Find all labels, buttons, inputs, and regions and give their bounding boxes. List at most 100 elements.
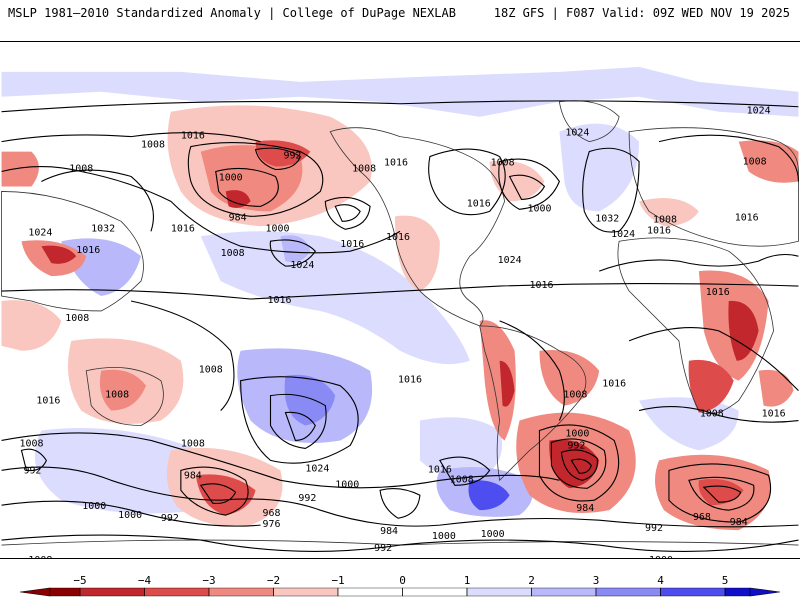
isobar-label: 1016 (171, 223, 195, 234)
colorbar-segment (79, 587, 145, 597)
colorbar-segment (466, 587, 532, 597)
isobar-label: 1008 (743, 157, 767, 168)
colorbar-tick-label: 3 (593, 574, 600, 587)
north-america-coast (329, 127, 506, 327)
neg-anomaly-n-atlantic (489, 160, 545, 202)
isobar-label: 1008 (69, 163, 93, 174)
isobar-label: 1000 (279, 558, 303, 559)
colorbar-segment (402, 587, 468, 597)
colorbar-tick-label: 1 (464, 574, 471, 587)
isobar-label: 992 (298, 493, 316, 504)
colorbar-high-arrow (749, 587, 781, 597)
isobar-label: 1008 (28, 555, 52, 559)
isobar-label: 992 (283, 151, 301, 162)
isobar-label: 1000 (481, 529, 505, 540)
isobar-label: 1000 (528, 203, 552, 214)
isobar-label: 1008 (221, 248, 245, 259)
neg-anomaly-australia-inner (99, 369, 146, 411)
isobar-label: 1016 (36, 396, 60, 407)
isobar-label: 1008 (199, 365, 223, 376)
isobar-label: 1008 (65, 313, 89, 324)
colorbar-segment (144, 587, 210, 597)
isobar-label: 992 (567, 440, 585, 451)
isobar-label: 992 (374, 543, 392, 554)
neg-anomaly-madagascar (758, 369, 794, 407)
colorbar-low-arrow (19, 587, 51, 597)
colorbar-tick-label: −4 (138, 574, 152, 587)
neg-anomaly-india (1, 300, 62, 351)
isobar-label: 1000 (649, 555, 673, 559)
neg-anomaly-bering-core (255, 140, 311, 167)
isobar-label: 1024 (28, 227, 52, 238)
isobar-label: 1008 (700, 409, 724, 420)
isobar-label: 1000 (118, 510, 142, 521)
isobar-label: 1008 (19, 438, 43, 449)
colorbar-tick-label: −2 (267, 574, 280, 587)
pos-anomaly-drake-core (468, 480, 510, 511)
isobar-label: 1016 (762, 409, 786, 420)
isobar-label: 1024 (747, 106, 771, 117)
neg-anomaly-andes-core (499, 360, 515, 407)
neg-anomaly-andes (479, 320, 516, 441)
isobar-label: 1000 (432, 531, 456, 542)
eurasia-coast (628, 127, 799, 247)
model-run-info: 18Z GFS | F087 Valid: 09Z WED NOV 19 202… (493, 6, 790, 20)
negative-anomaly-shading (1, 105, 799, 531)
isobar-label: 1024 (611, 229, 635, 240)
colorbar-tick-label: −1 (331, 574, 344, 587)
isobar-label: 1016 (384, 158, 408, 169)
isobar-label: 1032 (91, 223, 115, 234)
isobar-label: 992 (23, 465, 41, 476)
south-america-coast (479, 325, 587, 482)
isobar-label: 1024 (498, 255, 522, 266)
neg-anomaly-south-africa (688, 359, 734, 413)
isobar-label: 1008 (563, 390, 587, 401)
isobar-label: 1024 (290, 260, 314, 271)
pos-anomaly-pacific-band (200, 231, 470, 365)
isobar-label: 1024 (305, 463, 329, 474)
isobar-label: 976 (263, 519, 281, 530)
isobar-label: 1000 (335, 479, 359, 490)
australia-coast (85, 367, 164, 426)
isobar-label: 984 (576, 503, 594, 514)
neg-anomaly-s-indian-core (698, 479, 744, 506)
isobar-label: 1008 (141, 140, 165, 151)
isobar-label: 968 (693, 512, 711, 523)
isobar-label: 1016 (735, 212, 759, 223)
colorbar-segment (208, 587, 274, 597)
isobar-label: 1016 (181, 131, 205, 142)
colorbar-tick-label: −5 (73, 574, 86, 587)
isobar-label: 1000 (219, 172, 243, 183)
neg-anomaly-southern-pac-inner (195, 474, 256, 516)
pos-anomaly-arctic (1, 66, 799, 117)
isobar-label: 1008 (352, 163, 376, 174)
colorbar-segment (660, 587, 726, 597)
isobar-label: 1016 (602, 379, 626, 390)
isobar-label: 1008 (491, 158, 515, 169)
africa-coast (617, 237, 774, 415)
isobar-label: 1016 (268, 295, 292, 306)
mslp-anomaly-map: 1016 1024 1008 992 1008 1000 984 1000 10… (0, 41, 800, 559)
isobar-label: 1016 (76, 245, 100, 256)
isobar-label: 1016 (706, 287, 730, 298)
isobar-label: 984 (184, 470, 202, 481)
isobar-label: 1016 (467, 198, 491, 209)
asia-coast (1, 191, 144, 312)
neg-anomaly-bering-small (225, 190, 251, 209)
isobar-contours (1, 100, 800, 552)
neg-anomaly-us-west (395, 215, 440, 292)
colorbar: −5 −4 −3 −2 −1 0 1 2 3 4 5 (19, 574, 781, 597)
colorbar-tick-label: 4 (657, 574, 664, 587)
neg-anomaly-east-africa-core (728, 300, 759, 361)
isobar-label: 1016 (386, 232, 410, 243)
colorbar-tick-label: 2 (528, 574, 535, 587)
neg-anomaly-europe (639, 198, 699, 227)
isobar-label: 968 (263, 508, 281, 519)
colorbar-tick-label: 5 (722, 574, 729, 587)
isobar-labels: 1016 1024 1008 992 1008 1000 984 1000 10… (19, 106, 786, 559)
colorbar-segment (531, 587, 597, 597)
greenland-coast (558, 100, 620, 143)
neg-anomaly-siberia (1, 151, 39, 187)
isobar-label: 992 (645, 523, 663, 534)
colorbar-tick-label: 0 (399, 574, 406, 587)
